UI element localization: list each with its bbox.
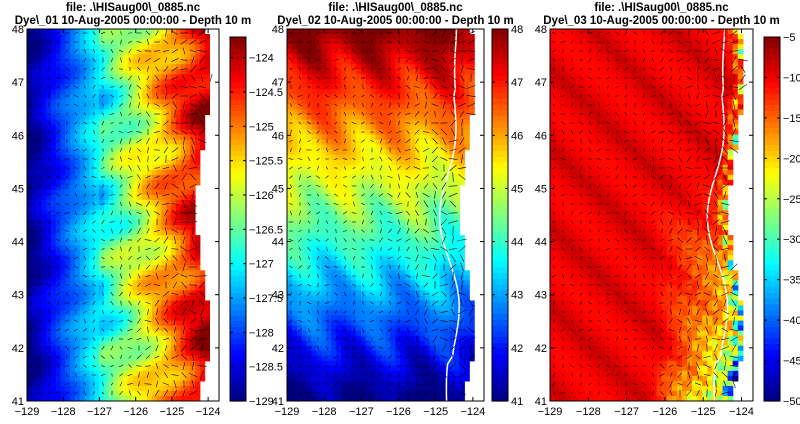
x-tick-label: −124 [729,406,754,418]
y-tick-label: 44 [272,237,284,249]
y-tick-label: 43 [272,290,284,302]
x-tick-label: −129 [275,406,300,418]
x-tick-label: −129 [15,406,40,418]
x-tick-label: −126 [653,406,678,418]
x-tick-label: −126 [123,406,148,418]
colorbar-tick-label: −126.5 [249,224,283,236]
colorbar-tick-label: 41 [511,396,523,408]
y-tick-label: 41 [272,396,284,408]
colorbar-tick-label: −40 [783,315,800,327]
colorbar-tick-label: −128.5 [249,362,283,374]
colorbar: −124 −124.5 −125 −125.5 −126 −126.5 −127 −127.5… [229,36,283,408]
x-tick-label: −127 [614,406,639,418]
colorbar-tick-label: 43 [511,290,523,302]
colorbar-tick-label: −5 [783,32,796,44]
colorbar-tick-label: −127.5 [249,293,283,305]
y-tick-label: 46 [12,130,24,142]
heatmap-field [287,29,475,401]
x-tick-label: −127 [349,406,374,418]
y-tick-label: 47 [272,77,284,89]
y-tick-label: 44 [535,237,547,249]
axes-frame [549,28,754,402]
y-tick-label: 43 [12,290,24,302]
colorbar-tick-label: −129 [249,396,274,408]
x-tick-label: −124 [196,406,221,418]
y-tick-label: 47 [12,77,24,89]
colorbar-tick-label: −124.5 [249,87,283,99]
colorbar: 48 47 46 45 44 43 42 41 [491,24,523,408]
y-tick-label: 48 [12,24,24,36]
colorbar-tick-label: −124 [249,53,274,65]
x-tick-label: −127 [87,406,112,418]
y-tick-label: 43 [535,290,547,302]
velocity-vectors [551,29,748,398]
colorbar-tick-label: −128 [249,327,274,339]
x-tick-label: −126 [386,406,411,418]
colorbar-tick-label: 45 [511,183,523,195]
x-tick-label: −125 [160,406,185,418]
panel-title-file: file: .\HISaug00\_0885.nc [594,2,729,14]
y-tick-label: 45 [535,183,547,195]
panel-title-variable: Dye\_01 10-Aug-2005 00:00:00 - Depth 10 … [15,15,252,27]
x-tick-label: −128 [576,406,601,418]
velocity-vectors [28,29,213,397]
colorbar-tick-label: −35 [783,275,800,287]
heatmap-field [27,29,210,401]
y-tick-label: 41 [535,396,547,408]
colorbar-tick-label: −125.5 [249,156,283,168]
colorbar-tick-label: −125 [249,121,274,133]
colorbar: −5 −10 −15 −20 −25 −30 −35 −40 −45 −50 [763,32,800,408]
colorbar-tick-label: −15 [783,113,800,125]
y-tick-label: 42 [272,343,284,355]
panel-title-variable: Dye\_03 10-Aug-2005 00:00:00 - Depth 10 … [543,15,780,27]
colorbar-tick-label: 48 [511,24,523,36]
x-tick-label: −128 [312,406,337,418]
panel-title-file: file: .\HISaug00\_0885.nc [328,2,463,14]
y-tick-label: 42 [535,343,547,355]
colorbar-tick-label: −10 [783,72,800,84]
y-tick-label: 46 [535,130,547,142]
axes-frame [26,28,220,402]
panel-title-variable: Dye\_02 10-Aug-2005 00:00:00 - Depth 10 … [277,15,514,27]
y-tick-label: 41 [12,396,24,408]
y-tick-label: 44 [12,237,24,249]
colorbar-tick-label: 42 [511,343,523,355]
axes-frame [286,28,485,402]
y-tick-label: 42 [12,343,24,355]
y-tick-label: 45 [272,183,284,195]
x-tick-label: −128 [51,406,76,418]
colorbar-tick-label: −25 [783,194,800,206]
y-tick-label: 46 [272,130,284,142]
colorbar-tick-label: −127 [249,259,274,271]
x-tick-label: −129 [538,406,563,418]
y-tick-label: 47 [535,77,547,89]
velocity-vectors [288,29,476,397]
x-tick-label: −125 [691,406,716,418]
y-tick-label: 48 [272,24,284,36]
x-tick-label: −124 [460,406,485,418]
panel-title-file: file: .\HISaug00\_0885.nc [66,2,201,14]
colorbar-tick-label: −30 [783,234,800,246]
colorbar-tick-label: −126 [249,190,274,202]
colorbar-tick-label: 44 [511,237,523,249]
colorbar-tick-label: 47 [511,77,523,89]
heatmap-field [550,29,744,401]
colorbar-tick-label: −45 [783,356,800,368]
colorbar-tick-label: −50 [783,396,800,408]
y-tick-label: 48 [535,24,547,36]
x-tick-label: −125 [423,406,448,418]
colorbar-tick-label: −20 [783,153,800,165]
y-tick-label: 45 [12,183,24,195]
isobath-line [438,29,460,401]
colorbar-tick-label: 46 [511,130,523,142]
